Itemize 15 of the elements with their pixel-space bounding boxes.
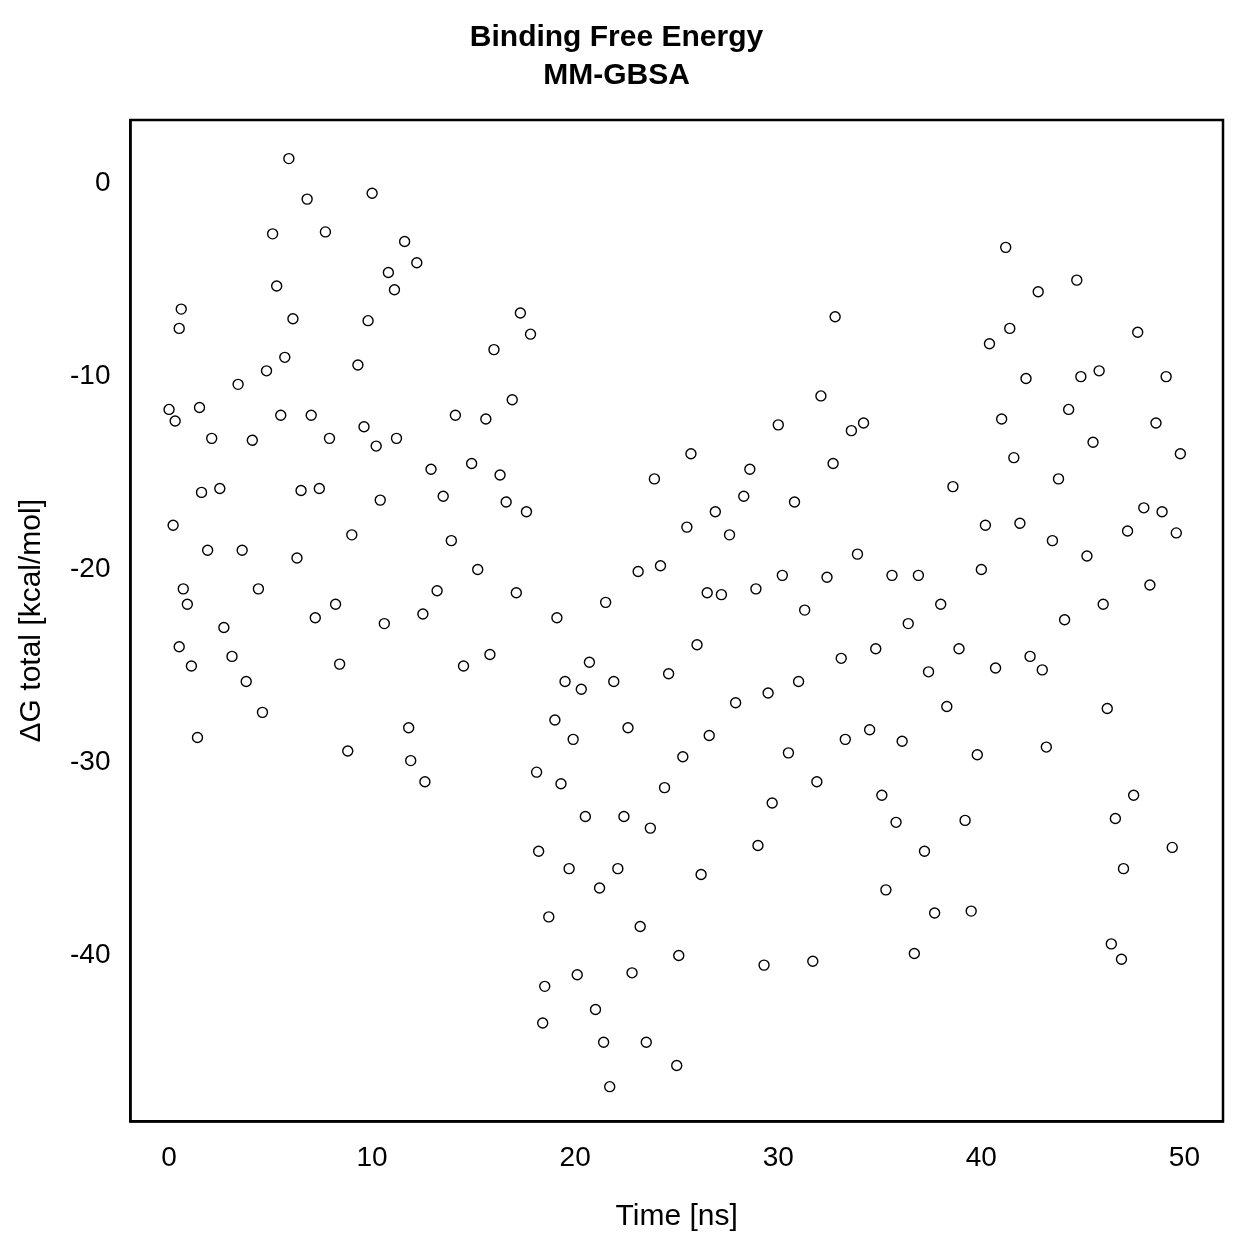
x-tick-label: 40 xyxy=(965,1140,997,1172)
y-axis-title: ΔG total [kcal/mol] xyxy=(13,498,47,743)
chart-title: Binding Free Energy xyxy=(469,19,764,53)
y-tick-label: -10 xyxy=(70,359,111,391)
x-tick-label: 0 xyxy=(161,1140,177,1172)
x-tick-label: 30 xyxy=(762,1140,794,1172)
x-tick-label: 20 xyxy=(559,1140,591,1172)
x-axis-title: Time [ns] xyxy=(615,1198,738,1232)
chart-subtitle: MM-GBSA xyxy=(543,57,690,91)
x-tick-label: 10 xyxy=(356,1140,388,1172)
y-tick-label: -20 xyxy=(70,552,111,584)
x-tick-label: 50 xyxy=(1168,1140,1200,1172)
y-tick-label: 0 xyxy=(94,166,111,198)
y-tick-label: -30 xyxy=(70,745,111,777)
y-tick-label: -40 xyxy=(70,938,111,970)
